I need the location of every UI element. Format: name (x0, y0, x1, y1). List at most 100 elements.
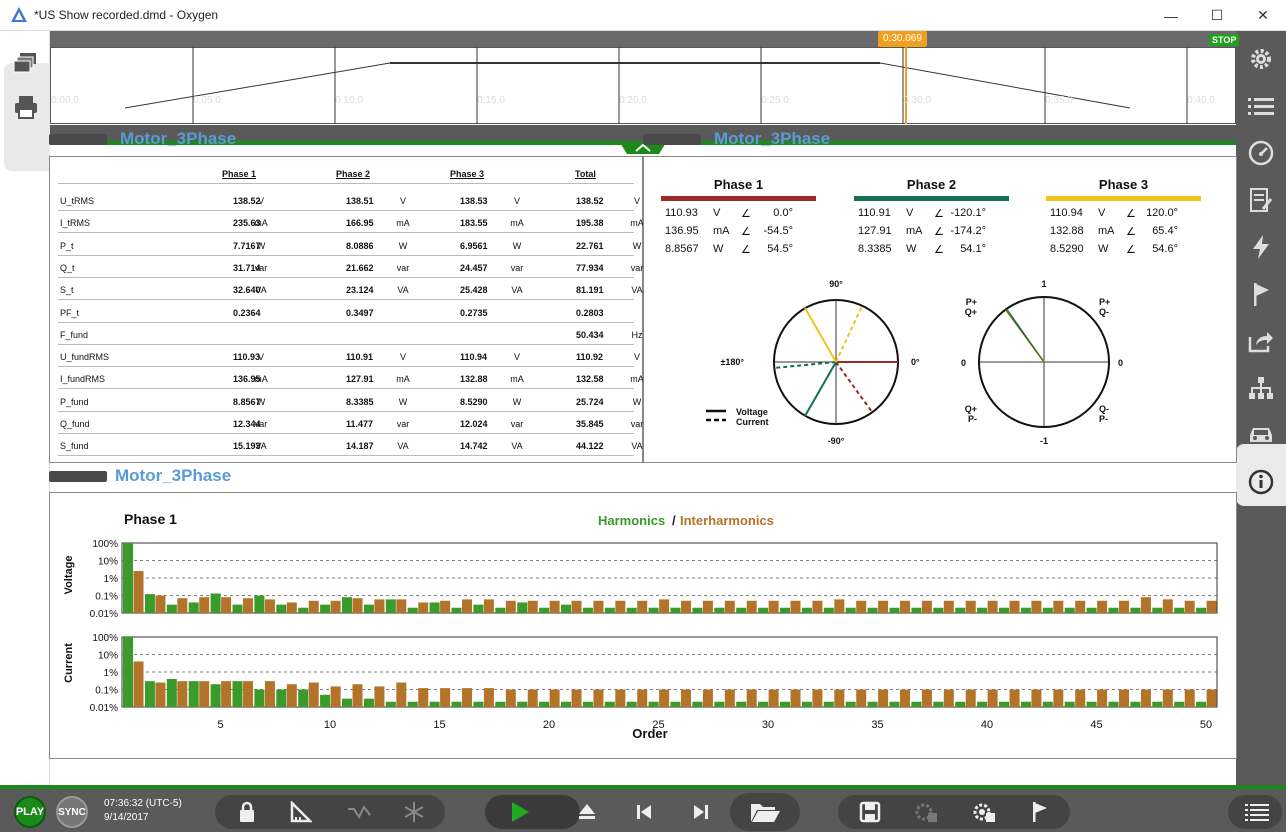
harmonic-bar (1086, 701, 1097, 707)
table-cell-unit: W (632, 396, 642, 407)
tool-group-2 (838, 795, 1070, 829)
phase-summary-block: Phase 2 110.91 V ∠ -120.1° 127.91 mA ∠ -174.2° 8.… (854, 177, 1009, 259)
gear-icon[interactable] (1246, 44, 1276, 74)
play-icon[interactable] (507, 799, 533, 825)
timeline-tick-label: 0:35.0 (1045, 95, 1073, 106)
phase-value-row: 136.95 mA ∠ -54.5° (661, 223, 816, 241)
table-cell-value: 110.91 (346, 352, 374, 363)
table-cell-value: 8.8567 (233, 396, 261, 407)
play-mode-button[interactable]: PLAY (14, 796, 46, 828)
interharmonic-bar (637, 689, 648, 707)
harmonic-bar (1064, 607, 1075, 613)
panel-toolbar[interactable] (49, 470, 107, 482)
harmonic-bar (670, 701, 681, 707)
lock-icon[interactable] (234, 799, 260, 825)
harmonic-bar (648, 701, 659, 707)
interharmonic-bar (1075, 600, 1086, 613)
gauge-icon[interactable] (1246, 138, 1276, 168)
settings-save-icon[interactable] (971, 799, 997, 825)
sync-button[interactable]: SYNC (56, 796, 88, 828)
interharmonic-bar (199, 681, 210, 707)
panel-toolbar[interactable] (49, 133, 107, 145)
interharmonic-bar (593, 689, 604, 707)
harmonic-bar (999, 701, 1010, 707)
report-icon[interactable] (1246, 185, 1276, 215)
save-icon[interactable] (857, 799, 883, 825)
harmonics-panel-title: Motor_3Phase (115, 466, 232, 485)
maximize-button[interactable]: ☐ (1210, 7, 1224, 23)
network-icon[interactable] (1246, 373, 1276, 403)
phase-value: ∠ (741, 244, 751, 256)
harmonic-bar (232, 604, 243, 613)
phase-value-row: 110.93 V ∠ 0.0° (661, 205, 816, 223)
interharmonic-bar (681, 600, 692, 613)
minimize-button[interactable]: — (1164, 7, 1178, 24)
interharmonic-bar (615, 689, 626, 707)
row-label: S_fund (60, 441, 89, 452)
harmonic-bar (867, 607, 878, 613)
interharmonic-bar (1031, 600, 1042, 613)
harmonic-bar (648, 607, 659, 613)
harmonic-bar (801, 701, 812, 707)
skip-back-icon[interactable] (631, 799, 657, 825)
table-row: PF_t 0.2364 0.3497 0.2735 0.2803 (58, 301, 634, 323)
stop-badge: STOP (1209, 34, 1240, 46)
freeze-icon[interactable] (401, 799, 427, 825)
timeline-tick-label: 0:15.0 (477, 95, 505, 106)
harmonic-bar (801, 607, 812, 613)
phase-summary-block: Phase 1 110.93 V ∠ 0.0° 136.95 mA ∠ -54.5° 8.8567… (661, 177, 816, 259)
right-sidebar (1236, 31, 1286, 785)
harmonic-bar (473, 701, 484, 707)
harmonics-panel: Phase 1 Harmonics / Interharmonics Volta… (49, 492, 1237, 759)
skip-forward-icon[interactable] (688, 799, 714, 825)
printer-icon[interactable] (12, 93, 40, 121)
y-tick-label: 0.01% (90, 609, 118, 620)
export-icon[interactable] (1246, 326, 1276, 356)
table-cell-value: 25.724 (576, 396, 604, 407)
y-tick-label: 100% (92, 633, 118, 644)
windows-stack-icon[interactable] (12, 49, 40, 77)
harmonic-bar (517, 701, 528, 707)
settings-disabled-icon[interactable] (913, 799, 939, 825)
harmonic-bar (626, 701, 637, 707)
phase-value: ∠ (1126, 208, 1136, 220)
flag-icon[interactable] (1246, 279, 1276, 309)
lightning-icon[interactable] (1246, 232, 1276, 262)
x-tick-label: 45 (1090, 719, 1102, 731)
eject-icon[interactable] (574, 799, 600, 825)
interharmonic-bar (396, 599, 407, 613)
table-cell-value: 50.434 (576, 329, 604, 340)
info-icon[interactable] (1246, 467, 1276, 497)
interharmonic-bar (1031, 689, 1042, 707)
trend-icon[interactable] (346, 799, 372, 825)
list-icon[interactable] (1246, 91, 1276, 121)
table-cell-value: 81.191 (576, 285, 604, 296)
folder-open-icon[interactable] (748, 799, 782, 825)
pq-label-top: 1 (1041, 279, 1046, 289)
marker-flag-icon[interactable] (1027, 799, 1053, 825)
interharmonic-bar (702, 600, 713, 613)
panel-toolbar[interactable] (643, 133, 701, 145)
close-button[interactable]: ✕ (1257, 7, 1269, 23)
harmonic-bar (977, 701, 988, 707)
harmonic-bar (714, 607, 725, 613)
harmonic-bar (823, 701, 834, 707)
phase-name: Phase 2 (906, 177, 957, 192)
car-icon[interactable] (1246, 420, 1276, 450)
interharmonic-bar (286, 602, 297, 613)
harmonic-bar (1020, 607, 1031, 613)
row-label: S_t (60, 285, 74, 296)
harmonic-bar (1152, 607, 1163, 613)
phase-value: W (713, 243, 724, 255)
column-header: Phase 2 (336, 169, 371, 179)
timeline[interactable] (50, 31, 1236, 154)
vector-panel: Phase 1 110.93 V ∠ 0.0° 136.95 mA ∠ -54.5° 8.8567… (643, 156, 1237, 463)
menu-icon[interactable] (1244, 799, 1270, 825)
timeline-cursor-label[interactable]: 0:30.069 (878, 31, 927, 47)
column-header: Phase 3 (450, 169, 485, 179)
row-label: P_t (60, 240, 74, 251)
timeline-overview[interactable] (50, 47, 1236, 124)
interharmonic-bar (571, 600, 582, 613)
measure-icon[interactable] (288, 799, 314, 825)
interharmonic-bar (308, 600, 319, 613)
